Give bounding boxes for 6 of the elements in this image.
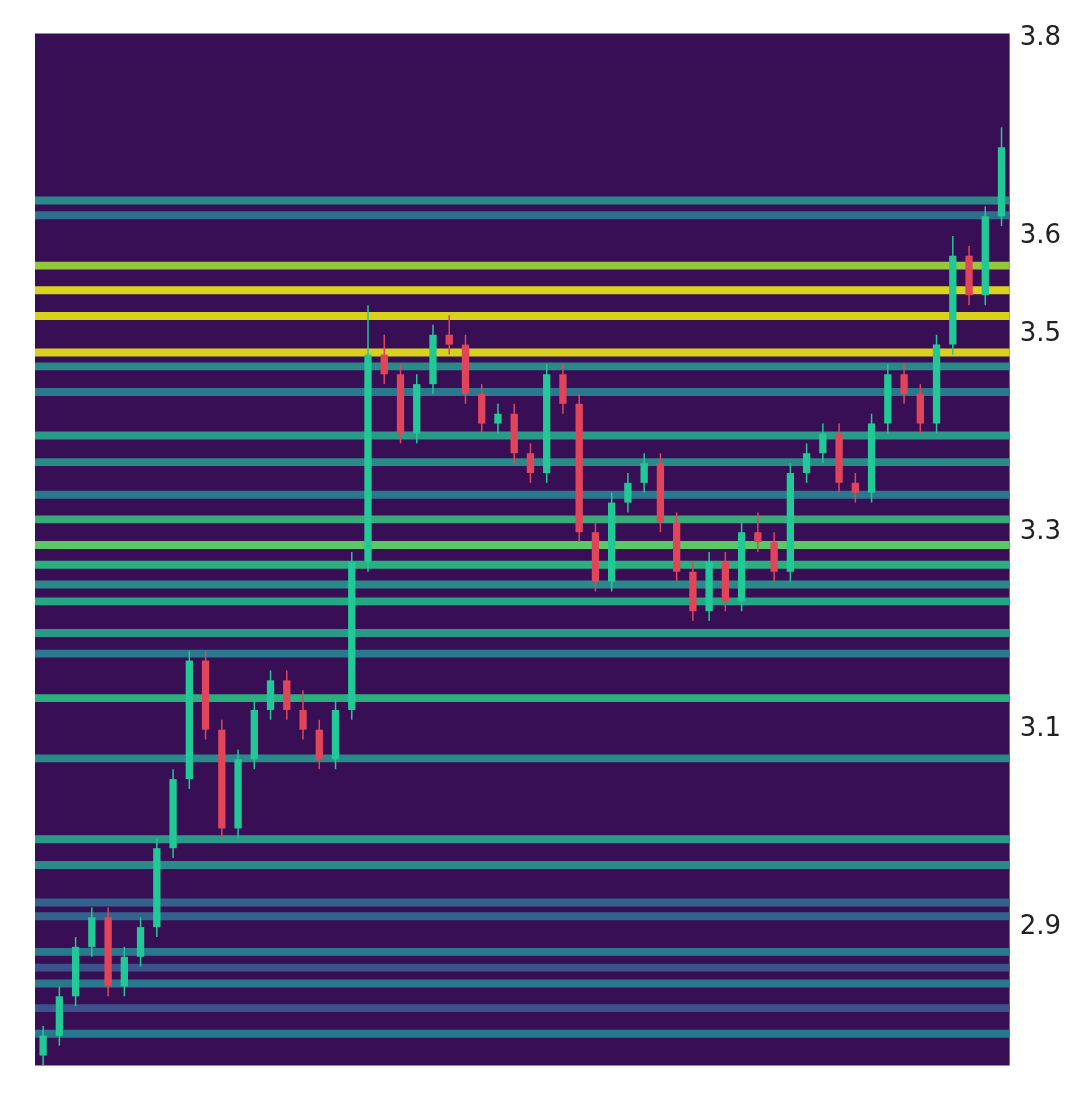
y-tick-label: 3.6 (1019, 218, 1062, 249)
y-tick-label: 3.1 (1019, 712, 1062, 743)
y-tick-label: 2.9 (1019, 909, 1062, 940)
y-tick-label: 3.3 (1019, 514, 1062, 545)
y-tick-label: 3.5 (1019, 317, 1062, 348)
y-tick-label: 3.8 (1019, 21, 1062, 52)
